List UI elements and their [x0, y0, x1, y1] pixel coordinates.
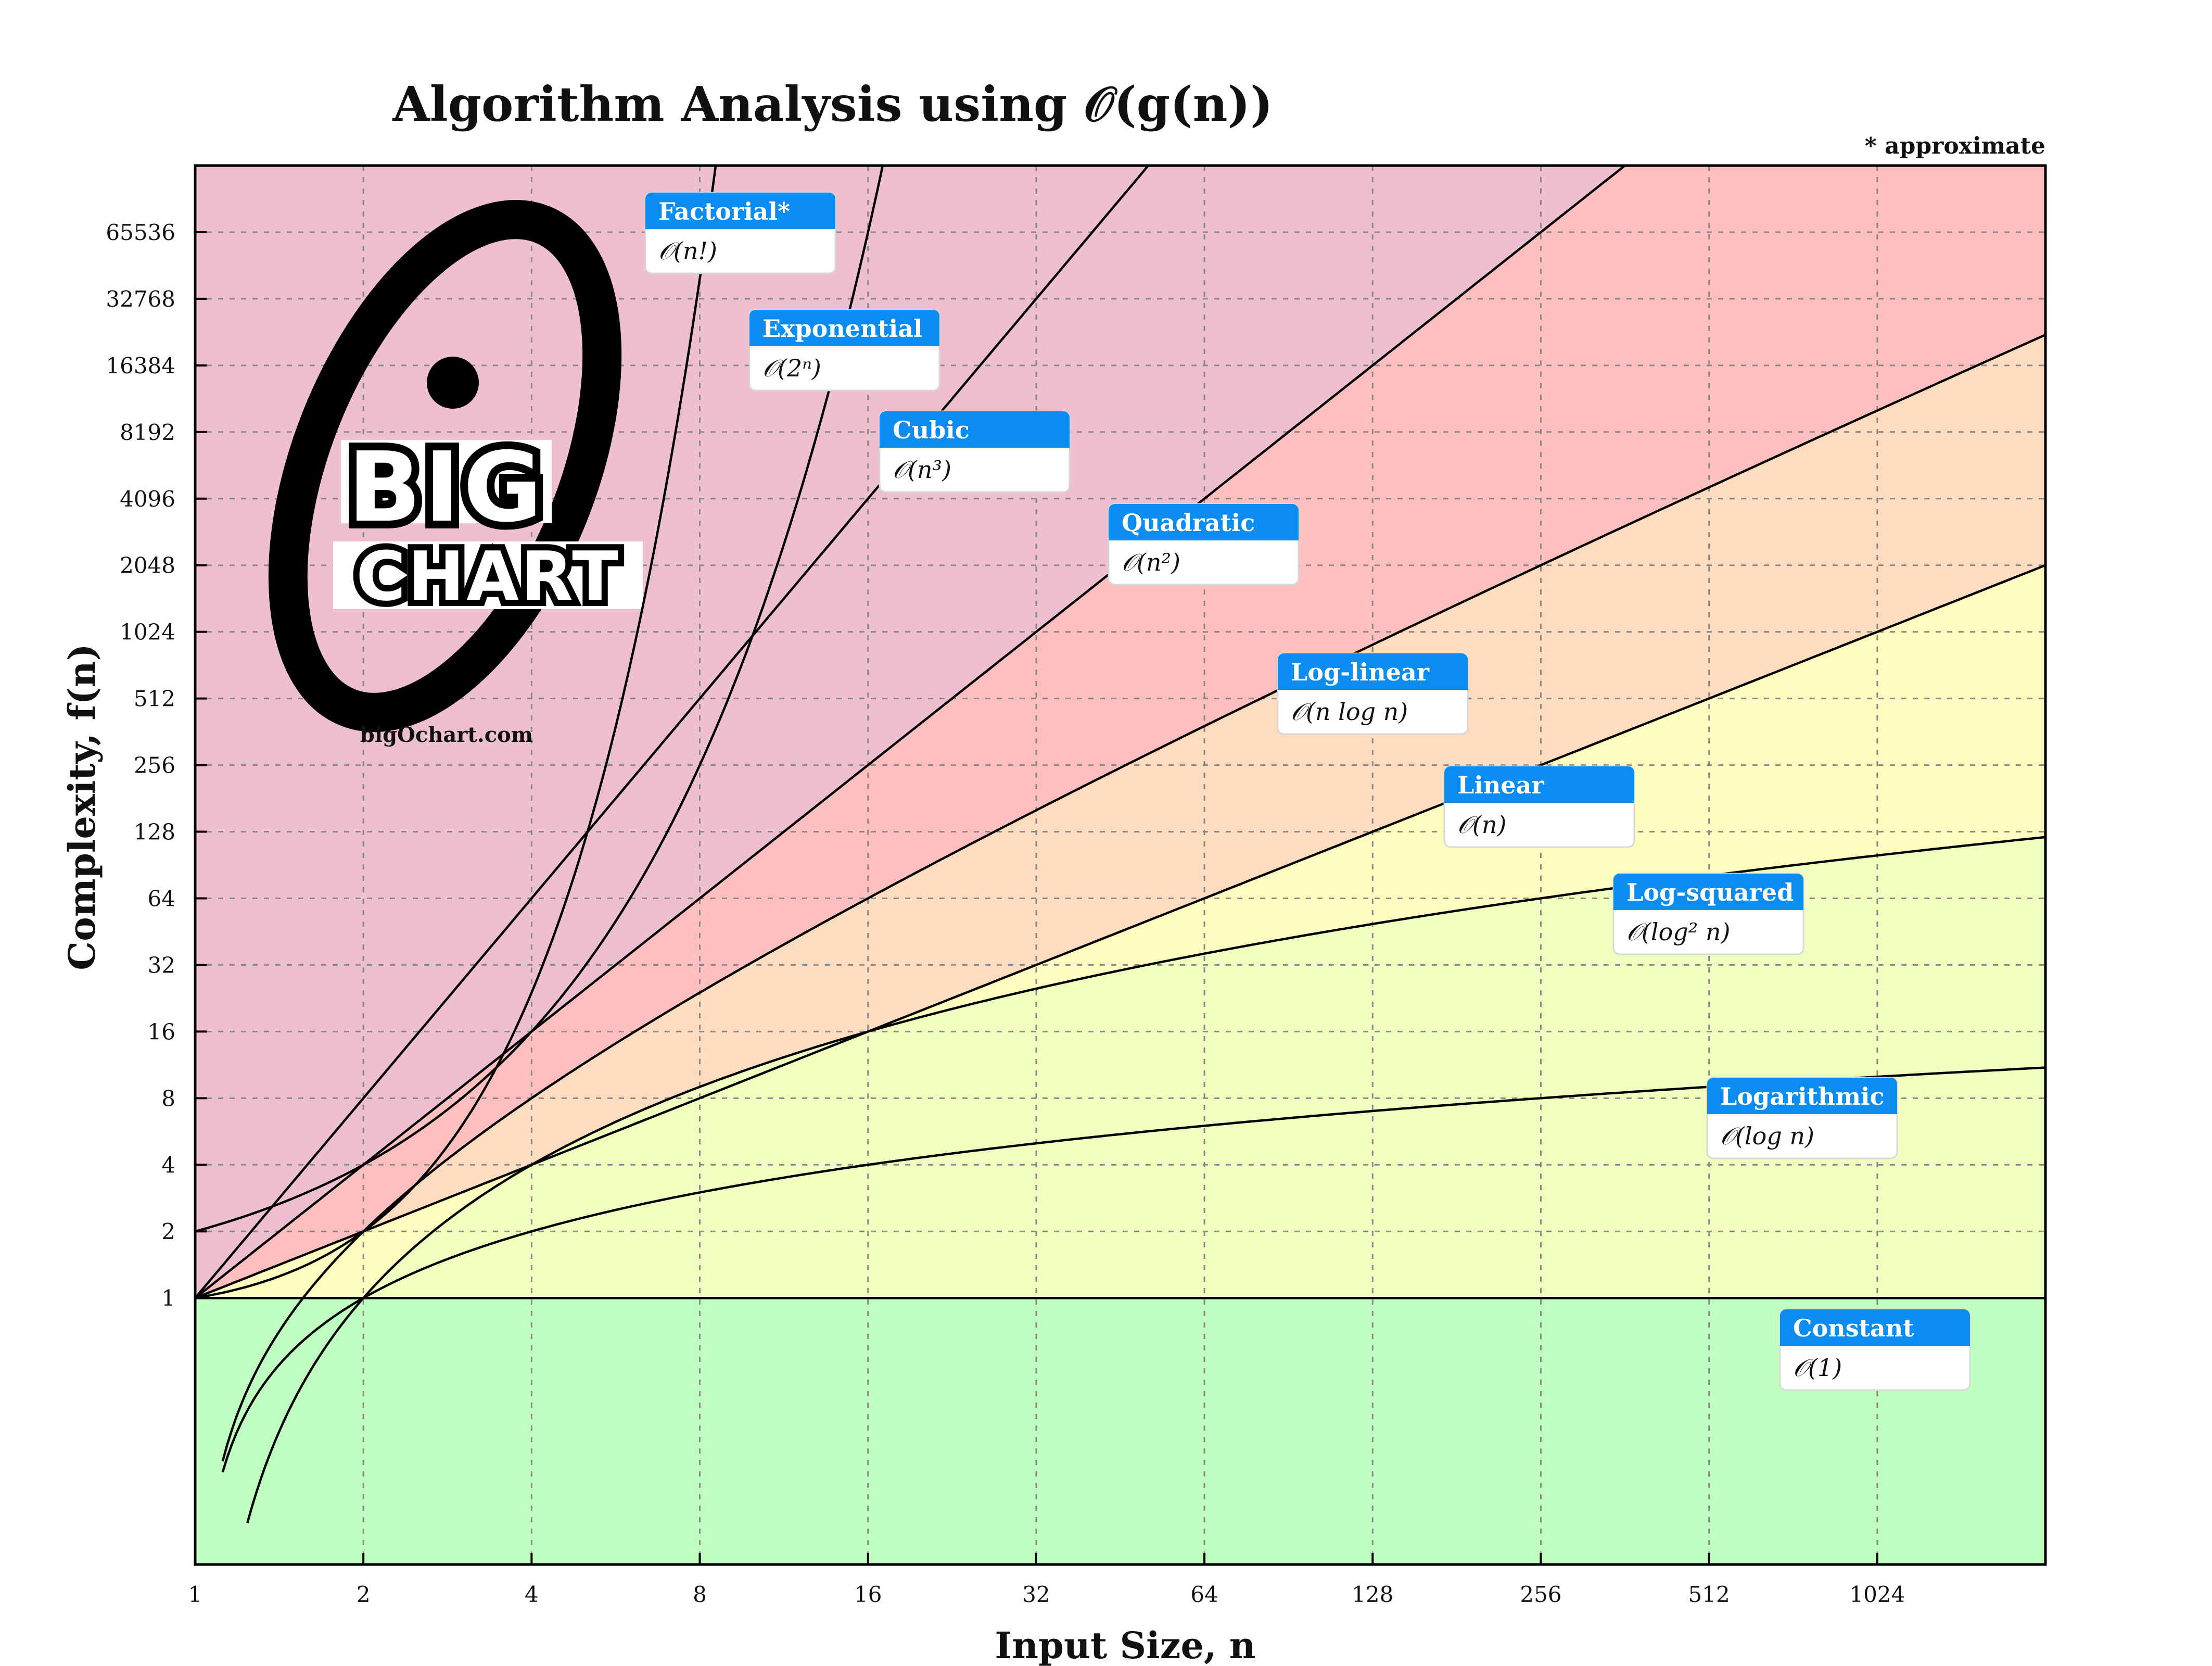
- y-tick-label: 1: [161, 1285, 175, 1311]
- linear-label-name: Linear: [1457, 771, 1544, 799]
- factorial-label-name: Factorial*: [658, 197, 790, 225]
- y-tick-label: 16: [148, 1019, 175, 1044]
- y-tick-label: 4096: [120, 486, 175, 512]
- cubic-label-name: Cubic: [893, 416, 970, 444]
- logo-url: bigOchart.com: [360, 723, 533, 747]
- region-excellent: [195, 837, 2045, 1298]
- quadratic-label-expression: 𝒪(n²): [1122, 548, 1180, 576]
- y-tick-label: 32: [148, 952, 175, 978]
- x-tick-label: 128: [1352, 1582, 1393, 1607]
- exponential-label: Exponential 𝒪(2ⁿ): [748, 309, 940, 392]
- logo-o-ring: [268, 200, 622, 732]
- x-axis-ticks: 1 2 4 8 16 32 64 128 256 512 1024: [188, 1553, 1905, 1607]
- y-axis-ticks: 1 2 4 8 16 32 64 128 256 512 1024 2048 4096 8192 16384…: [106, 220, 207, 1311]
- plot-frame: [194, 164, 2047, 1566]
- logarithmic-label-name: Logarithmic: [1720, 1082, 1885, 1110]
- x-tick-label: 1024: [1849, 1582, 1905, 1607]
- region-horrible: [195, 166, 2045, 1298]
- y-tick-label: 8: [161, 1086, 175, 1111]
- y-tick-label: 8192: [120, 420, 175, 445]
- x-tick-label: 32: [1022, 1582, 1050, 1607]
- region-fair: [195, 335, 2045, 1298]
- logarithmic-label: Logarithmic 𝒪(log n): [1706, 1077, 1898, 1159]
- loglinear-label: Log-linear 𝒪(n log n): [1277, 652, 1469, 735]
- logo-word-chart: CHART: [356, 537, 620, 616]
- constant-label-name: Constant: [1793, 1314, 1914, 1342]
- loglinear-label-name: Log-linear: [1291, 658, 1430, 686]
- loglinear-curve: [221, 334, 2045, 1462]
- complexity-region-fills: [195, 166, 2045, 1564]
- x-tick-label: 1: [188, 1582, 202, 1607]
- y-tick-label: 512: [134, 686, 175, 712]
- x-tick-label: 64: [1190, 1582, 1218, 1607]
- x-tick-label: 4: [525, 1582, 539, 1607]
- y-axis-title: Complexity, f(n): [60, 643, 104, 970]
- logsquared-label-expression: 𝒪(log² n): [1626, 918, 1730, 946]
- linear-curve: [195, 564, 2045, 1299]
- chart-title: Algorithm Analysis using 𝒪(g(n)): [392, 76, 1273, 132]
- y-tick-label: 1024: [120, 620, 175, 645]
- quadratic-label: Quadratic 𝒪(n²): [1108, 503, 1300, 586]
- cubic-label-expression: 𝒪(n³): [893, 456, 951, 484]
- logo-word2-backing: [333, 541, 643, 609]
- x-axis-title: Input Size, n: [995, 1624, 1255, 1666]
- y-tick-label: 64: [148, 886, 175, 911]
- x-tick-label: 256: [1520, 1582, 1561, 1607]
- linear-label: Linear 𝒪(n): [1443, 765, 1635, 848]
- constant-label-expression: 𝒪(1): [1793, 1354, 1842, 1382]
- big-o-chart-logo: BIG CHART bigOchart.com: [268, 200, 643, 747]
- x-tick-label: 512: [1688, 1582, 1730, 1607]
- linear-label-expression: 𝒪(n): [1457, 811, 1507, 839]
- logsquared-label-name: Log-squared: [1626, 878, 1794, 906]
- y-tick-label: 32768: [106, 286, 175, 312]
- factorial-label-expression: 𝒪(n!): [658, 237, 717, 265]
- grid-lines: [195, 166, 2045, 1564]
- logo-word1-backing: [341, 440, 552, 523]
- y-tick-label: 2: [161, 1219, 175, 1244]
- y-tick-label: 16384: [106, 353, 175, 378]
- factorial-label: Factorial* 𝒪(n!): [644, 192, 836, 274]
- series-labels: Factorial* 𝒪(n!) Exponential 𝒪(2ⁿ) Cubic 𝒪(n³…: [644, 192, 1971, 1391]
- x-tick-label: 2: [357, 1582, 371, 1607]
- loglinear-label-expression: 𝒪(n log n): [1291, 698, 1408, 726]
- region-bad: [195, 166, 2045, 1298]
- y-tick-label: 4: [161, 1152, 175, 1178]
- logsquared-curve: [246, 836, 2045, 1523]
- x-tick-label: 16: [854, 1582, 882, 1607]
- quadratic-label-name: Quadratic: [1122, 509, 1255, 537]
- logo-word-big: BIG: [348, 431, 545, 544]
- logarithmic-label-expression: 𝒪(log n): [1720, 1122, 1814, 1150]
- x-tick-label: 8: [693, 1582, 707, 1607]
- y-tick-label: 256: [134, 753, 175, 778]
- approximate-note: * approximate: [1865, 133, 2045, 159]
- logo-o-tail: [427, 357, 479, 409]
- exponential-label-name: Exponential: [762, 314, 923, 343]
- constant-label: Constant 𝒪(1): [1779, 1308, 1971, 1391]
- y-tick-label: 65536: [106, 220, 175, 245]
- cubic-curve: [195, 166, 1150, 1299]
- region-constant: [195, 1298, 2045, 1564]
- y-tick-label: 2048: [120, 553, 175, 578]
- cubic-label: Cubic 𝒪(n³): [879, 410, 1071, 493]
- exponential-curve: [195, 166, 884, 1233]
- exponential-label-expression: 𝒪(2ⁿ): [762, 354, 821, 382]
- logsquared-label: Log-squared 𝒪(log² n): [1612, 873, 1804, 955]
- y-tick-label: 128: [134, 819, 175, 845]
